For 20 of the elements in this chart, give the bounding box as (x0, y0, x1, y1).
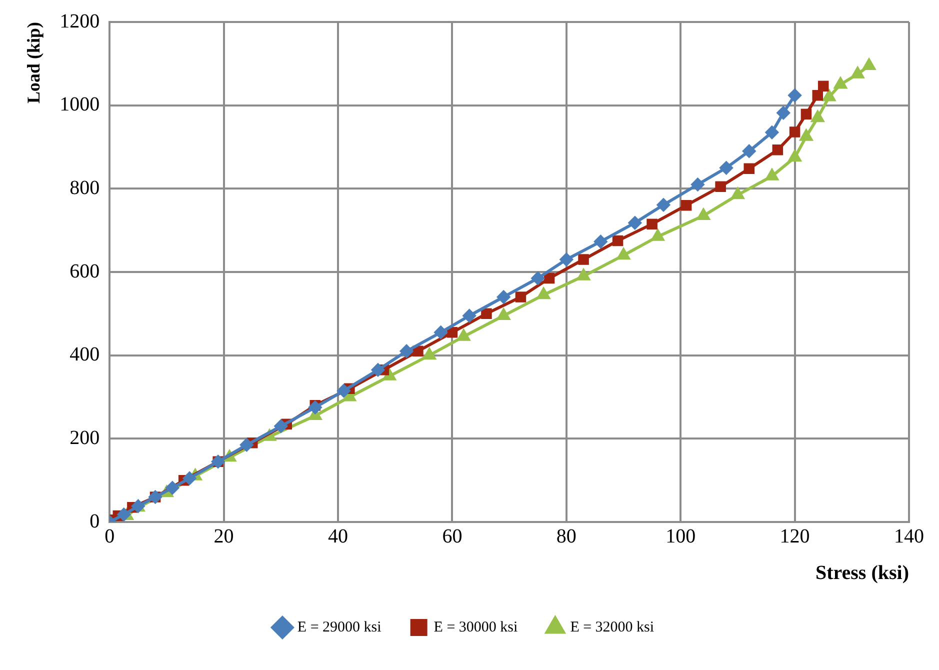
x-tick-label: 0 (104, 525, 115, 548)
y-tick-label: 200 (70, 426, 100, 449)
legend-label: E = 30000 ksi (434, 619, 518, 636)
legend-label: E = 29000 ksi (297, 619, 382, 636)
y-tick-label: 1000 (60, 94, 100, 116)
y-tick-label: 600 (70, 260, 100, 282)
x-tick-label: 20 (214, 525, 234, 548)
x-axis-title: Stress (ksi) (815, 562, 909, 584)
x-tick-label: 140 (894, 525, 924, 548)
y-tick-label: 0 (90, 510, 100, 532)
x-tick-label: 60 (442, 525, 462, 548)
x-tick-label: 40 (328, 525, 348, 548)
x-tick-label: 80 (556, 525, 576, 548)
x-tick-label: 120 (780, 525, 810, 548)
y-tick-label: 400 (70, 344, 100, 366)
legend-label: E = 32000 ksi (570, 619, 654, 636)
y-axis-title: Load (kip) (23, 22, 44, 104)
x-tick-label: 100 (666, 525, 696, 548)
y-tick-label: 1200 (60, 10, 100, 32)
y-tick-label: 800 (70, 176, 100, 199)
